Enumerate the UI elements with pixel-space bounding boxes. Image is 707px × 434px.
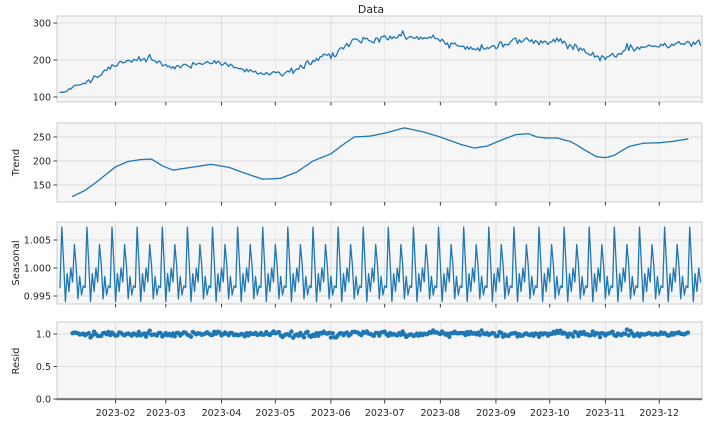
y-tick-label: 0.0 [36,394,51,405]
resid-point [326,330,332,335]
resid-point [626,333,631,338]
resid-point [570,334,576,339]
resid-point [172,334,177,339]
panels-layer: 100 200 300 150 200 250 0.995 1.000 1.005 0.0 0.5 1… [24,15,703,419]
resid-point [590,329,595,334]
resid-point [301,335,307,340]
resid-point [596,331,601,336]
spine [56,321,703,401]
resid-point [610,329,615,334]
y-tick-label: 150 [33,180,51,191]
x-tick-label: 2023-05 [255,408,295,419]
spine [56,15,703,103]
x-tick-label: 2023-12 [639,408,679,419]
y-tick-label: 200 [33,156,51,167]
resid-point [305,329,310,334]
resid-point [447,334,452,339]
resid-point [398,332,404,337]
resid-point [588,332,594,338]
trend-line [71,127,689,198]
x-tick-label: 2023-08 [420,408,460,419]
resid-point [499,330,504,336]
resid-point [134,333,140,338]
resid-point [513,330,518,336]
resid-point [622,331,628,336]
resid-point [328,335,334,340]
resid-point [685,330,691,335]
y-tick-label: 1.0 [36,329,51,340]
resid-points [70,327,691,340]
text-layer: Data Trend Seasonal Resid [11,3,384,375]
resid-point [276,329,282,335]
seasonal-ylabel: Seasonal [11,240,22,285]
y-tick-label: 0.5 [36,362,51,373]
panel-bg [57,123,702,202]
resid-point [143,334,149,339]
resid-point [445,331,450,336]
resid-point [147,328,152,333]
x-tick-label: 2023-07 [365,408,405,419]
y-tick-label: 1.000 [24,263,51,274]
resid-point [289,329,294,334]
trend-ylabel: Trend [11,149,22,177]
resid-point [576,333,581,339]
y-tick-label: 250 [33,132,51,143]
resid-point [136,329,142,335]
resid-point [477,332,482,338]
x-tick-label: 2023-09 [476,408,516,419]
seasonal-line [59,226,702,303]
y-tick-label: 0.995 [24,291,51,302]
resid-ylabel: Resid [11,348,22,375]
resid-point [142,331,147,336]
observed-line [59,30,702,94]
x-tick-label: 2023-10 [530,408,570,419]
x-tick-label: 2023-04 [202,408,242,419]
x-tick-label: 2023-02 [96,408,136,419]
resid-point [597,334,603,340]
y-tick-label: 1.005 [24,235,51,246]
resid-point [158,330,163,336]
resid-point [90,333,95,338]
resid-point [495,333,500,339]
resid-point [188,334,194,339]
x-tick-label: 2023-11 [586,408,626,419]
panel-bg [57,16,702,102]
resid-point [536,334,542,339]
x-tick-label: 2023-06 [311,408,351,419]
series-layer [57,30,702,400]
resid-point [624,327,630,332]
spine [56,221,703,305]
resid-point [359,332,364,338]
resid-point [330,331,335,336]
y-tick-label: 300 [33,18,51,29]
resid-point [287,333,292,338]
spine [56,122,703,203]
resid-point [86,331,91,336]
chart-title: Data [358,3,384,16]
y-tick-label: 100 [33,92,51,103]
x-tick-label: 2023-03 [146,408,186,419]
y-tick-label: 200 [33,55,51,66]
